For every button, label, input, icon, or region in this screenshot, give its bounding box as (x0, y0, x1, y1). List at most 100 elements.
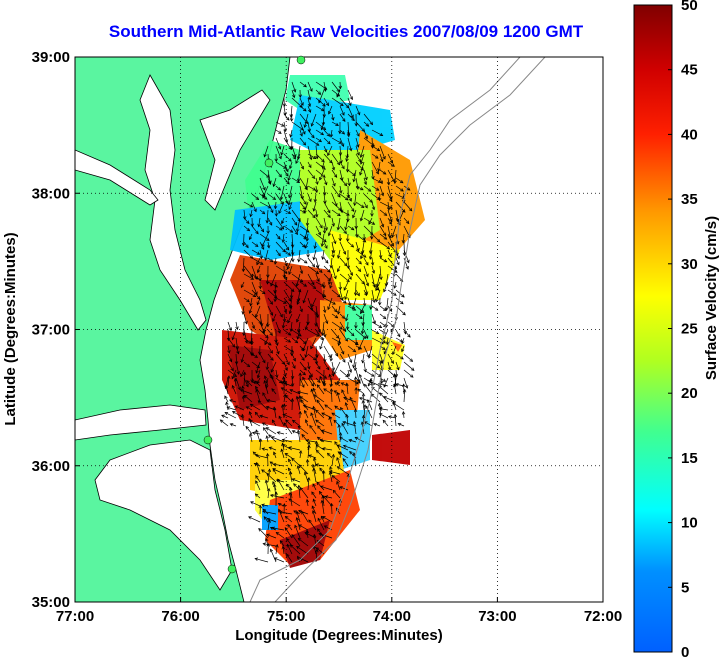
velocity-arrow (333, 361, 341, 375)
velocity-arrow (299, 281, 307, 287)
velocity-arrow (262, 510, 277, 515)
velocity-arrow (251, 257, 264, 265)
velocity-arrow-head (311, 134, 315, 139)
velocity-arrow-head (329, 134, 334, 138)
velocity-arrow (275, 129, 282, 134)
velocity-arrow-head (383, 212, 388, 216)
velocity-arrow (371, 321, 382, 328)
velocity-arrow (322, 448, 333, 451)
velocity-arrow (269, 447, 277, 451)
velocity-arrow (305, 321, 309, 330)
velocity-arrow-head (383, 396, 387, 400)
velocity-arrow-head (365, 123, 370, 127)
velocity-arrow (315, 225, 321, 236)
velocity-arrow (331, 313, 338, 319)
velocity-arrow (322, 161, 325, 169)
velocity-arrow (363, 177, 367, 185)
velocity-arrow-head (240, 413, 245, 418)
velocity-arrow (267, 201, 274, 213)
velocity-arrow (337, 217, 341, 230)
velocity-arrow (227, 321, 232, 331)
velocity-arrow-head (348, 359, 353, 364)
velocity-arrow (398, 423, 405, 427)
velocity-arrow-head (321, 412, 325, 416)
velocity-arrow-head (280, 151, 284, 156)
velocity-arrow-head (303, 409, 308, 414)
velocity-arrow-head (395, 252, 399, 257)
velocity-arrow (329, 470, 341, 475)
velocity-arrow (403, 329, 411, 338)
velocity-arrow (321, 500, 325, 515)
velocity-arrow-head (298, 333, 302, 337)
velocity-arrow (357, 388, 365, 395)
velocity-arrow-head (288, 298, 292, 302)
velocity-arrow-head (303, 283, 308, 287)
velocity-arrow (291, 281, 302, 293)
velocity-arrow (392, 345, 397, 355)
velocity-arrow-head (284, 262, 288, 267)
velocity-arrow-head (261, 246, 265, 250)
velocity-arrow-head (409, 358, 414, 362)
velocity-arrow (291, 81, 296, 93)
velocity-arrow (379, 177, 383, 184)
velocity-arrow-head (405, 220, 410, 225)
velocity-arrow-head (315, 155, 319, 160)
velocity-arrow (307, 329, 320, 337)
velocity-arrow (403, 377, 408, 389)
velocity-arrow-head (382, 307, 387, 312)
velocity-arrow-head (352, 452, 357, 456)
velocity-arrow-head (347, 182, 351, 187)
velocity-arrow-head (352, 214, 356, 219)
velocity-arrow-head (382, 340, 386, 344)
velocity-arrow (304, 201, 309, 214)
velocity-arrow (331, 265, 337, 279)
velocity-arrow (371, 386, 381, 395)
velocity-arrow-head (352, 178, 356, 183)
velocity-arrow (331, 241, 335, 254)
velocity-arrow-head (257, 351, 262, 356)
velocity-arrow (339, 321, 347, 332)
velocity-arrow-head (391, 234, 395, 238)
velocity-arrow-head (343, 262, 348, 267)
velocity-arrow-head (267, 519, 271, 523)
velocity-arrow-head (283, 422, 287, 426)
velocity-arrow-head (365, 273, 369, 278)
velocity-arrow (315, 153, 325, 163)
velocity-arrow (323, 297, 336, 305)
velocity-arrow (289, 389, 301, 395)
velocity-arrow-head (365, 262, 369, 266)
velocity-arrow (403, 217, 410, 224)
velocity-arrow (379, 185, 384, 196)
velocity-arrow-head (325, 260, 329, 264)
velocity-arrow-head (270, 282, 274, 287)
velocity-arrow-head (328, 471, 333, 475)
velocity-arrow-head (401, 294, 405, 298)
velocity-arrow (379, 153, 383, 162)
velocity-arrow-head (265, 366, 270, 371)
velocity-arrow-head (245, 406, 250, 410)
velocity-arrow (327, 297, 333, 310)
velocity-arrow-head (359, 154, 364, 158)
velocity-arrow (275, 233, 281, 240)
velocity-arrow-head (255, 230, 259, 235)
velocity-arrow (315, 369, 327, 379)
velocity-arrow (283, 394, 286, 403)
velocity-arrow (315, 305, 319, 318)
velocity-arrow (275, 185, 281, 191)
velocity-arrow (251, 249, 260, 255)
velocity-arrow (386, 297, 389, 311)
velocity-arrow (370, 393, 381, 403)
velocity-arrow (290, 129, 293, 138)
velocity-arrow-head (336, 480, 340, 485)
velocity-arrow (267, 488, 270, 499)
velocity-arrow-head (287, 252, 292, 256)
velocity-arrow (339, 153, 342, 164)
velocity-arrow-head (307, 96, 312, 101)
velocity-arrow-head (349, 272, 353, 276)
velocity-arrow-head (266, 543, 270, 547)
velocity-arrow (301, 511, 309, 523)
velocity-arrow (267, 345, 273, 354)
velocity-arrow (310, 412, 317, 427)
velocity-arrow (315, 257, 319, 268)
velocity-arrow-head (250, 276, 255, 280)
